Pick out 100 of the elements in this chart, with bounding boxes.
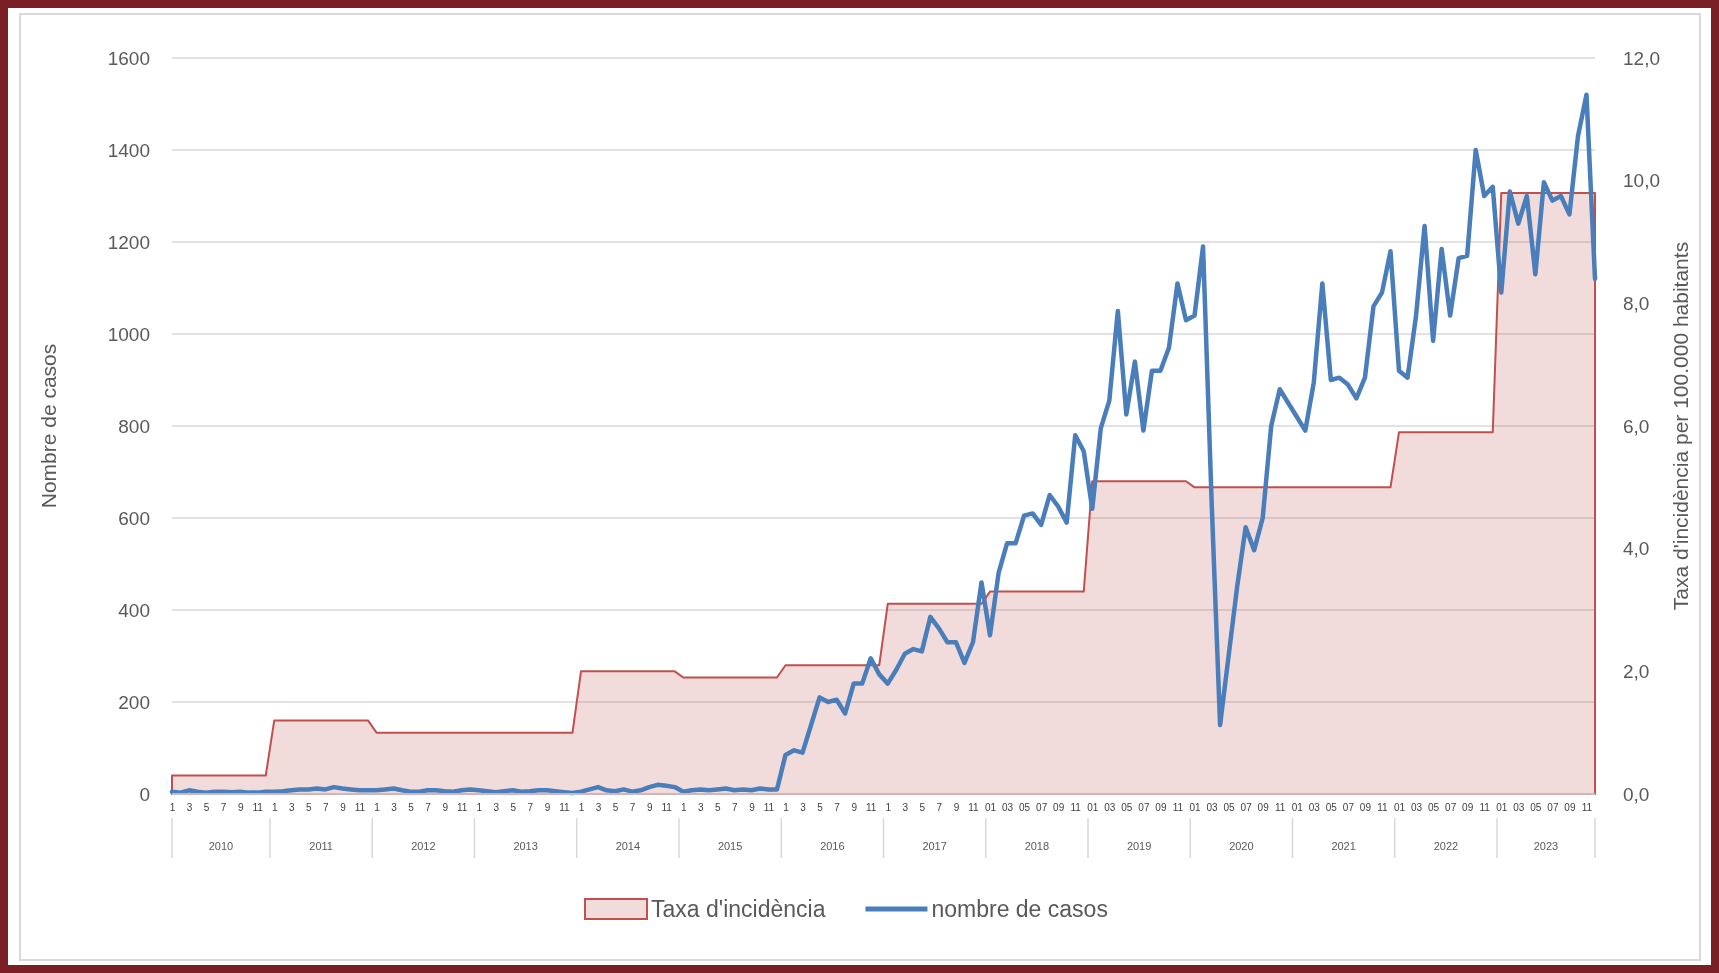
x-tick-label: 3 (391, 802, 398, 814)
x-tick-label: 1 (885, 802, 892, 814)
x-tick-label: 5 (408, 802, 415, 814)
x-tick-label: 7 (732, 802, 739, 814)
x-tick-label: 05 (1428, 802, 1440, 814)
x-tick-label: 5 (203, 802, 210, 814)
x-tick-label: 05 (1121, 802, 1133, 814)
y2-tick-label: 2,0 (1623, 660, 1650, 682)
text: 2019 (1126, 840, 1152, 852)
x-tick-label: 5 (715, 802, 722, 814)
x-tick-label: 05 (1530, 802, 1542, 814)
x-tick-label: 1 (680, 802, 687, 814)
x-tick-label: 11 (866, 802, 877, 814)
x-tick-label: 11 (1581, 802, 1593, 814)
x-tick-label: 7 (936, 802, 943, 814)
x-tick-label: 9 (749, 802, 756, 814)
x-tick-label: 11 (661, 802, 673, 814)
x-tick-label: 7 (834, 802, 841, 814)
text: 2020 (1229, 840, 1254, 852)
x-tick-label: 3 (595, 802, 602, 814)
y2-tick-label: 6,0 (1623, 415, 1650, 437)
x-tick-label: 9 (851, 802, 858, 814)
x-tick-label: 1 (271, 802, 278, 814)
legend-label: Taxa d'incidència (651, 896, 826, 922)
x-tick-label: 07 (1547, 802, 1559, 814)
x-tick-label: 11 (763, 802, 775, 814)
y2-tick-label: 4,0 (1623, 538, 1650, 560)
x-tick-label: 09 (1359, 802, 1372, 814)
x-tick-label: 09 (1053, 802, 1065, 814)
y-tick-label: 0 (139, 783, 150, 805)
x-tick-label: 11 (1275, 802, 1286, 814)
x-tick-label: 3 (902, 802, 909, 814)
x-tick-label: 7 (527, 802, 534, 814)
text: 2012 (411, 840, 436, 852)
x-tick-label: 01 (984, 802, 997, 814)
x-tick-label: 1 (169, 802, 176, 814)
y-tick-label: 200 (118, 691, 150, 713)
x-tick-label: 11 (559, 802, 571, 814)
x-tick-label: 1 (374, 802, 381, 814)
text: 2018 (1024, 840, 1050, 852)
text: 2017 (922, 840, 947, 852)
x-tick-label: 11 (1172, 802, 1184, 814)
x-tick-label: 09 (1564, 802, 1576, 814)
x-tick-label: 5 (510, 802, 517, 814)
y-tick-label: 600 (118, 507, 150, 529)
x-tick-label: 09 (1257, 802, 1270, 814)
text: 2013 (513, 840, 538, 852)
x-tick-label: 03 (1308, 802, 1321, 814)
text: 2015 (717, 840, 743, 852)
x-tick-label: 05 (1223, 802, 1236, 814)
x-tick-label: 3 (289, 802, 296, 814)
x-tick-label: 07 (1036, 802, 1048, 814)
x-tick-label: 01 (1393, 802, 1406, 814)
y2-tick-label: 8,0 (1623, 292, 1650, 314)
text: 2011 (309, 840, 333, 852)
x-tick-label: 5 (817, 802, 824, 814)
x-tick-label: 11 (1377, 802, 1389, 814)
x-tick-label: 01 (1496, 802, 1508, 814)
x-tick-label: 11 (968, 802, 980, 814)
x-tick-label: 11 (457, 802, 468, 814)
x-tick-label: 11 (1479, 802, 1491, 814)
x-tick-label: 07 (1342, 802, 1355, 814)
y2-axis-title: Taxa d'incidència per 100.000 habitants (1669, 241, 1692, 611)
x-tick-label: 1 (578, 802, 585, 814)
x-tick-label: 03 (1206, 802, 1219, 814)
x-tick-label: 05 (1019, 802, 1031, 814)
y-tick-label: 400 (118, 599, 150, 621)
x-tick-label: 03 (1411, 802, 1423, 814)
x-tick-label: 7 (323, 802, 330, 814)
text: 2023 (1533, 840, 1559, 852)
x-tick-label: 7 (220, 802, 227, 814)
x-tick-label: 07 (1445, 802, 1457, 814)
legend-label: nombre de casos (931, 896, 1108, 922)
x-tick-label: 9 (544, 802, 551, 814)
x-tick-label: 09 (1155, 802, 1167, 814)
x-tick-label: 9 (953, 802, 960, 814)
x-tick-label: 9 (340, 802, 347, 814)
y-tick-label: 1200 (107, 231, 150, 253)
x-tick-label: 07 (1240, 802, 1253, 814)
x-tick-label: 09 (1462, 802, 1474, 814)
x-tick-label: 03 (1104, 802, 1116, 814)
x-tick-label: 5 (306, 802, 313, 814)
text: 2010 (208, 840, 234, 852)
y2-tick-label: 12,0 (1623, 47, 1660, 69)
x-tick-label: 9 (442, 802, 449, 814)
x-tick-label: 7 (629, 802, 636, 814)
x-tick-label: 05 (1325, 802, 1338, 814)
y-axis-title: Nombre de casos (37, 343, 60, 509)
x-tick-label: 01 (1189, 802, 1202, 814)
x-tick-label: 11 (354, 802, 366, 814)
x-tick-label: 1 (476, 802, 483, 814)
x-tick-label: 3 (800, 802, 807, 814)
y-tick-label: 1000 (107, 323, 150, 345)
x-tick-label: 7 (425, 802, 432, 814)
x-tick-label: 9 (646, 802, 653, 814)
y-tick-label: 1400 (107, 139, 150, 161)
text: 2014 (615, 840, 641, 852)
x-tick-label: 3 (698, 802, 705, 814)
text: 2022 (1433, 840, 1459, 852)
x-tick-label: 5 (919, 802, 926, 814)
